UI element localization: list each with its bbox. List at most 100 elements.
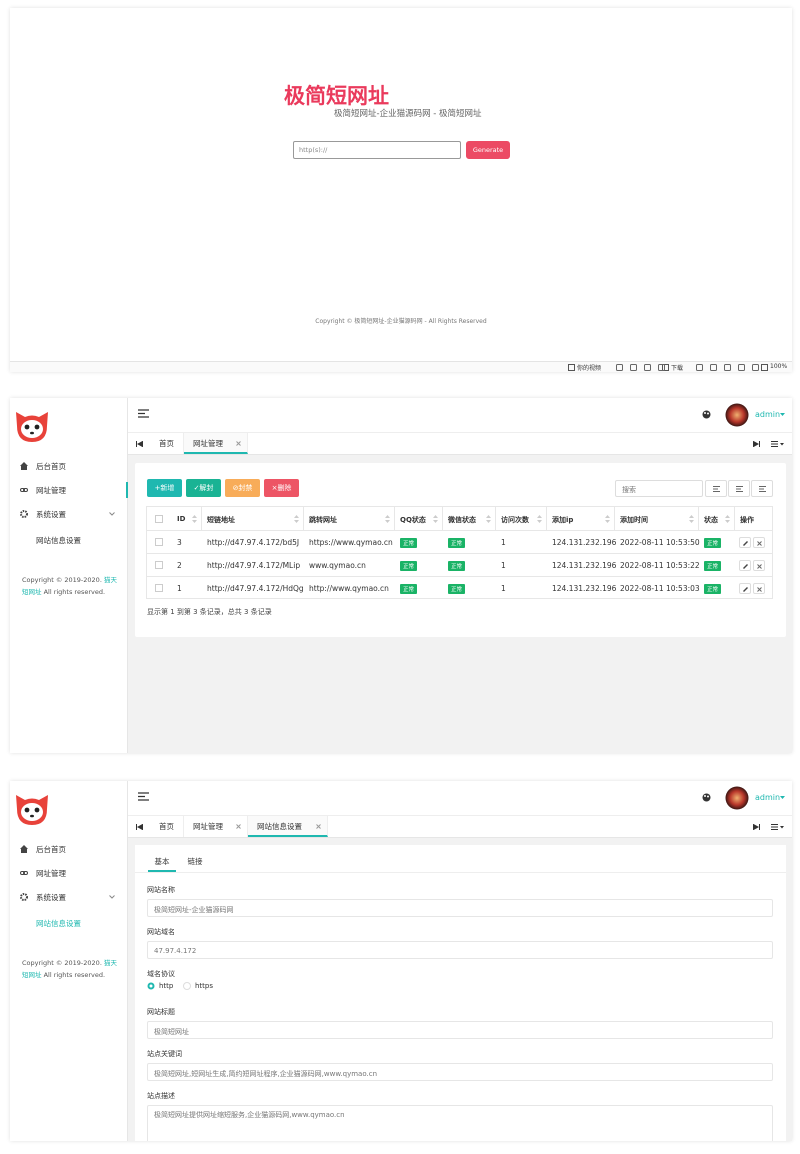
user-name[interactable]: admin <box>755 793 781 802</box>
status-icon <box>658 364 665 371</box>
landing-page: 极简短网址 极简短网址-企业猫源码网 - 极简短网址 http(s):// Gener… <box>10 8 792 372</box>
toolbar-button[interactable]: +新增 <box>147 479 182 497</box>
text-input[interactable]: 47.97.4.172 <box>147 941 773 959</box>
table-tool-button[interactable] <box>728 480 750 497</box>
user-name[interactable]: admin <box>755 410 781 419</box>
delete-button[interactable] <box>753 537 765 548</box>
column-divider <box>303 507 304 531</box>
sort-icon <box>192 515 197 523</box>
menu-label: 后台首页 <box>36 845 66 854</box>
table-row: 3 http://d47.97.4.172/bd5J https://www.qym… <box>147 531 772 554</box>
sidebar: 后台首页网址管理系统设置网站信息设置 Copyright © 2019-2020.… <box>10 781 128 1141</box>
column-divider <box>394 507 395 531</box>
menu-icon <box>20 462 28 470</box>
toolbar-button[interactable]: ⊘封禁 <box>225 479 260 497</box>
toolbar-button[interactable]: ✓解封 <box>186 479 221 497</box>
tab-close <box>236 824 241 829</box>
column-divider <box>442 507 443 531</box>
delete-button[interactable] <box>753 583 765 594</box>
menu-item[interactable]: 网站信息设置 <box>10 915 128 931</box>
edit-button[interactable] <box>739 583 751 594</box>
menu-item[interactable]: 网址管理 <box>10 482 128 498</box>
page-tab[interactable]: 网址管理 <box>184 816 248 837</box>
menu-item[interactable]: 系统设置 <box>10 889 128 905</box>
sort-icon <box>605 515 610 523</box>
tab-menu <box>771 441 784 447</box>
sidebar-copyright: Copyright © 2019-2020. 猫天短网址 All rights … <box>22 574 122 598</box>
table-cell: 124.131.232.196 <box>552 538 617 547</box>
logo <box>16 412 48 442</box>
column-header[interactable]: QQ状态 <box>400 516 426 524</box>
url-input[interactable]: http(s):// <box>293 141 461 159</box>
table-cell: 2022-08-11 10:53:22 <box>620 561 700 570</box>
tab-label: 首页 <box>159 822 174 831</box>
menu-label: 后台首页 <box>36 462 66 471</box>
input-value: 47.97.4.172 <box>154 947 197 955</box>
status-item[interactable]: 下载 <box>671 365 684 372</box>
edit-button[interactable] <box>739 537 751 548</box>
checkbox <box>155 584 163 592</box>
column-header[interactable]: 添加时间 <box>620 516 648 524</box>
text-input[interactable]: 极简短网址 <box>147 1021 773 1039</box>
table-cell: https://www.qymao.cn <box>309 538 393 547</box>
table-cell: http://d47.97.4.172/HdQg <box>207 584 304 593</box>
menu-item[interactable]: 后台首页 <box>10 841 128 857</box>
copyright-text: Copyright © 2019-2020. <box>22 959 102 967</box>
menu-icon <box>20 845 28 853</box>
copyright-link[interactable]: 猫天短网址 <box>22 959 117 979</box>
generate-button[interactable]: Generate <box>466 141 510 159</box>
status-icon <box>710 364 717 371</box>
column-header[interactable]: 跳转网址 <box>309 516 337 524</box>
sort-icon <box>385 515 390 523</box>
column-header[interactable]: 微信状态 <box>448 516 476 524</box>
page-tab[interactable]: 首页 <box>150 816 184 837</box>
theme-icon <box>702 410 711 419</box>
page-tab[interactable]: 网站信息设置 <box>248 816 328 837</box>
page-tab[interactable]: 网址管理 <box>184 433 248 454</box>
tab-close <box>236 441 241 446</box>
menu-item[interactable]: 后台首页 <box>10 458 128 474</box>
table-cell: 1 <box>177 584 182 593</box>
column-header[interactable]: ID <box>177 515 186 523</box>
avatar <box>725 786 749 810</box>
menu-item[interactable]: 网址管理 <box>10 865 128 881</box>
column-header[interactable]: 添加ip <box>552 516 574 524</box>
status-item[interactable]: 100% <box>770 363 788 370</box>
sort-icon <box>433 515 438 523</box>
sort-icon <box>725 515 730 523</box>
text-input[interactable]: 极简短网址-企业猫源码网 <box>147 899 773 917</box>
delete-button[interactable] <box>753 560 765 571</box>
table-cell: 2 <box>177 561 182 570</box>
table-tool-button[interactable] <box>751 480 773 497</box>
settings-tab[interactable]: 基本 <box>148 856 176 872</box>
top-header: admin <box>128 781 792 816</box>
page-tab[interactable]: 首页 <box>150 433 184 454</box>
sort-icon <box>294 515 299 523</box>
radio-label[interactable]: http <box>159 982 174 990</box>
column-header[interactable]: 访问次数 <box>501 516 529 524</box>
field-label: 站点关键词 <box>147 1050 182 1058</box>
table-row: 2 http://d47.97.4.172/MLip www.qymao.cn 正常 正… <box>147 554 772 577</box>
toolbar-button[interactable]: ×删除 <box>264 479 299 497</box>
status-badge: 正常 <box>704 584 722 594</box>
edit-button[interactable] <box>739 560 751 571</box>
status-icon <box>630 364 637 371</box>
sidebar: 后台首页网址管理系统设置网站信息设置 Copyright © 2019-2020.… <box>10 398 128 753</box>
copyright-link[interactable]: 猫天短网址 <box>22 576 117 596</box>
table-row: 1 http://d47.97.4.172/HdQg http://www.qyma… <box>147 577 772 600</box>
field-label: 站点描述 <box>147 1092 175 1100</box>
table-tool-button[interactable] <box>705 480 727 497</box>
settings-tab[interactable]: 链接 <box>187 857 203 866</box>
textarea[interactable]: 极简短网址提供网址缩短服务,企业猫源码网,www.qymao.cn <box>147 1105 773 1141</box>
column-header[interactable]: 状态 <box>704 516 718 524</box>
search-input[interactable]: 搜索 <box>615 480 703 497</box>
text-input[interactable]: 极简短网址,短网址生成,简约短网址程序,企业猫源码网,www.qymao.cn <box>147 1063 773 1081</box>
menu-item[interactable]: 系统设置 <box>10 506 128 522</box>
radio-label[interactable]: https <box>195 982 214 990</box>
menu-item[interactable]: 网站信息设置 <box>10 532 128 548</box>
op-icon <box>743 541 748 546</box>
tab-prev <box>136 441 143 447</box>
status-item[interactable]: 你的视频 <box>577 365 602 372</box>
checkbox <box>155 538 163 546</box>
column-header[interactable]: 短链地址 <box>207 516 235 524</box>
